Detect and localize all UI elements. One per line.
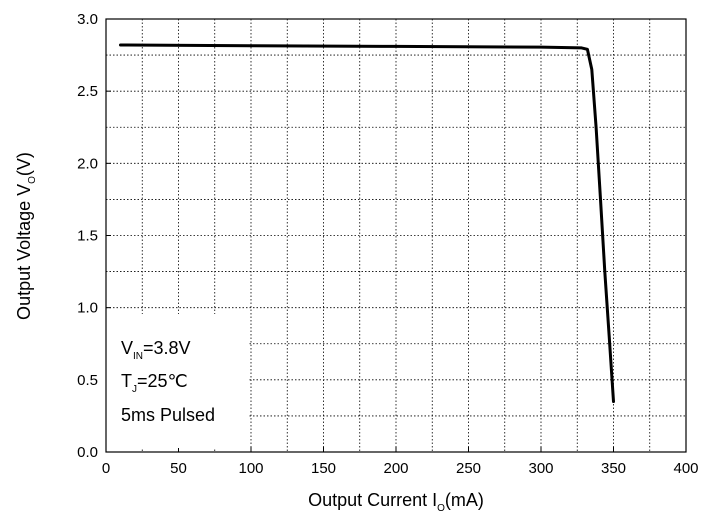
annotation-pulse: 5ms Pulsed (121, 405, 215, 425)
x-tick-label: 100 (238, 460, 263, 477)
x-tick-label: 0 (102, 460, 110, 477)
x-tick-label: 250 (456, 460, 481, 477)
x-tick-label: 200 (383, 460, 408, 477)
y-tick-label: 2.5 (77, 83, 98, 100)
x-tick-label: 150 (311, 460, 336, 477)
y-tick-label: 0.5 (77, 372, 98, 389)
annotation-vin: VIN=3.8V (121, 338, 191, 362)
y-axis-title: Output Voltage VO(V) (14, 152, 38, 320)
x-tick-label: 300 (528, 460, 553, 477)
series-layer (119, 43, 615, 403)
series-line (119, 43, 615, 403)
x-tick-label: 350 (601, 460, 626, 477)
y-tick-label: 1.0 (77, 300, 98, 317)
x-tick-label: 400 (673, 460, 698, 477)
x-tick-label: 50 (170, 460, 187, 477)
y-tick-label: 3.0 (77, 11, 98, 28)
annotation-box (106, 314, 248, 448)
axis-ticks: 0 50 100 150 200 250 300 350 400 0.0 0.5 1.0 1.5 2.0 2… (77, 11, 698, 477)
y-tick-label: 2.0 (77, 155, 98, 172)
plot-frame (105, 18, 687, 453)
y-tick-label: 0.0 (77, 444, 98, 461)
annotation-tj: TJ=25℃ (121, 371, 188, 395)
y-tick-label: 1.5 (77, 228, 98, 245)
x-axis-title: Output Current IO(mA) (308, 490, 484, 514)
